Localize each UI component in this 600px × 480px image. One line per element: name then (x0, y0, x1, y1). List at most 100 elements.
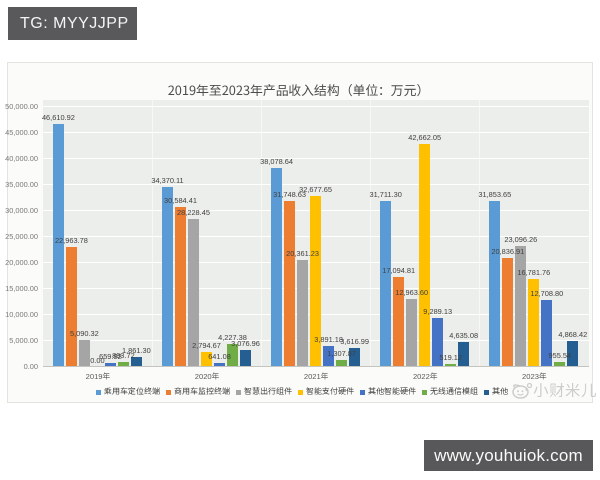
bar (393, 277, 405, 367)
y-tick-label: 25,000.00 (5, 231, 38, 241)
legend-swatch (422, 389, 427, 395)
bar-data-label: 2,794.67 (192, 340, 221, 350)
bar-data-label: 12,963.60 (395, 287, 429, 297)
bar (78, 339, 90, 367)
legend-swatch (484, 389, 489, 395)
bar (323, 346, 335, 367)
bar-data-label: 519.12 (439, 352, 462, 362)
bar-data-label: 30,584.41 (164, 196, 197, 206)
bar (541, 300, 553, 367)
bar (310, 196, 322, 367)
bar (406, 298, 418, 367)
bar (528, 279, 540, 367)
y-tick-label: 40,000.00 (5, 153, 38, 163)
legend-item: 其他智能硬件 (360, 387, 416, 397)
watermark: 小财米儿 (511, 379, 597, 401)
legend-item: 智能支付硬件 (298, 387, 354, 397)
bar (445, 363, 457, 367)
gridline-horizontal (43, 157, 589, 159)
legend-item: 其他 (484, 387, 508, 397)
bar (214, 363, 225, 367)
bar-data-label: 1,861.30 (122, 345, 151, 355)
telegram-badge-text: TG: MYYJJPP (20, 14, 129, 32)
bar-data-label: 0.00 (90, 355, 105, 365)
bar-data-label: 32,677.65 (299, 185, 333, 195)
legend-item: 无线通信模组 (422, 387, 478, 397)
legend-swatch (236, 389, 241, 395)
y-tick-label: 5,000.00 (9, 335, 38, 345)
bar-data-label: 42,662.05 (408, 133, 442, 143)
bar-data-label: 22,963.78 (54, 235, 88, 245)
bar (380, 201, 392, 367)
legend-item: 乘用车定位终端 (96, 387, 160, 397)
x-tick-label: 2019年 (85, 372, 111, 381)
watermark-text: 小财米儿 (532, 379, 597, 401)
bar-data-label: 20,836.91 (491, 246, 525, 256)
legend-swatch (96, 389, 101, 395)
gridline-vertical (370, 100, 372, 367)
legend-label: 乘用车定位终端 (104, 386, 160, 397)
bar-data-label: 641.08 (208, 352, 231, 362)
bar (201, 351, 212, 367)
bar (336, 359, 348, 367)
legend-label: 其他 (492, 386, 508, 397)
bar (432, 318, 444, 367)
bar-data-label: 34,370.11 (151, 176, 184, 186)
bar-data-label: 893.72 (112, 350, 135, 360)
legend-item: 智慧出行组件 (236, 387, 292, 397)
x-axis-line (43, 366, 589, 367)
gridline-vertical (151, 100, 153, 367)
gridline-horizontal (43, 131, 589, 133)
bar (297, 260, 309, 367)
x-tick-label: 2022年 (412, 372, 438, 381)
bar-data-label: 16,781.76 (517, 268, 551, 278)
bar-data-label: 4,227.38 (218, 333, 247, 343)
bar-data-label: 9,289.13 (423, 307, 453, 317)
bar-data-label: 12,708.80 (530, 289, 564, 299)
y-tick-label: 35,000.00 (5, 179, 38, 189)
bar (502, 257, 514, 367)
bar-data-label: 3,891.18 (314, 335, 343, 345)
bar-data-label: 4,868.42 (558, 330, 588, 340)
bar (458, 342, 470, 367)
bar (515, 246, 527, 367)
chart-legend: 乘用车定位终端 商用车监控终端 智慧出行组件 智能支付硬件 其他智能硬件 无线通信模组 其他 (93, 387, 511, 397)
x-tick-label: 2023年 (522, 372, 547, 381)
legend-label: 无线通信模组 (430, 386, 478, 397)
y-tick-label: 45,000.00 (5, 127, 38, 137)
smiley-face-icon (512, 382, 533, 399)
chart-title: 2019年至2023年产品收入结构（单位：万元） (167, 80, 430, 99)
y-tick-label: 30,000.00 (5, 205, 38, 215)
bar-data-label: 5,090.32 (70, 328, 99, 338)
legend-swatch (360, 389, 365, 395)
bar (554, 361, 566, 367)
bar (489, 200, 501, 367)
bar-data-label: 38,078.64 (260, 157, 294, 167)
legend-label: 商用车监控终端 (174, 386, 230, 397)
bar (52, 123, 64, 367)
telegram-badge: TG: MYYJJPP (8, 7, 137, 40)
gridline-horizontal (43, 105, 589, 107)
bar-data-label: 3,616.99 (340, 336, 369, 346)
bar (271, 168, 283, 367)
legend-item: 商用车监控终端 (166, 387, 230, 397)
gridline-vertical (261, 100, 262, 367)
legend-label: 智慧出行组件 (244, 386, 292, 397)
bar (104, 363, 116, 367)
bar-data-label: 1,307.87 (327, 348, 356, 358)
gridline-vertical (479, 100, 481, 367)
bar-data-label: 20,361.23 (286, 249, 320, 259)
bar (175, 207, 186, 367)
bar-data-label: 31,853.65 (478, 189, 512, 199)
bar-data-label: 23,096.26 (504, 235, 538, 245)
bar-data-label: 3,076.96 (231, 339, 260, 349)
bar-data-label: 17,094.81 (382, 266, 416, 276)
bar-data-label: 4,635.08 (449, 331, 479, 341)
bar (130, 356, 142, 367)
bar-data-label: 31,748.63 (273, 190, 307, 200)
x-tick-label: 2021年 (303, 372, 329, 381)
bar (240, 350, 251, 367)
gridline-horizontal (43, 183, 589, 185)
bar-data-label: 31,711.30 (369, 190, 402, 200)
